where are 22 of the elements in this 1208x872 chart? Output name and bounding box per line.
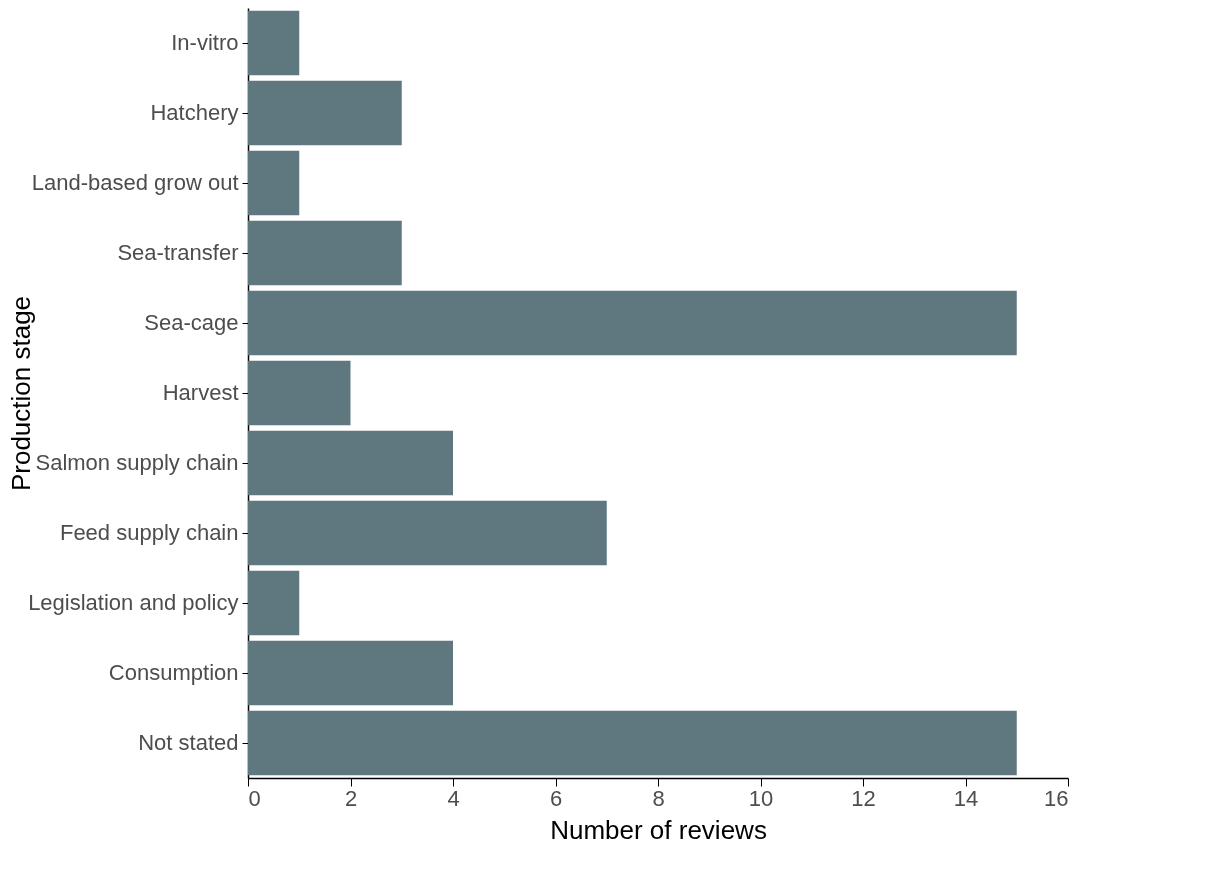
y-tick-label: Sea-transfer	[117, 240, 239, 265]
y-tick-label: Land-based grow out	[31, 170, 239, 195]
x-tick-label: 16	[1044, 785, 1069, 811]
y-tick-label: Consumption	[108, 660, 239, 685]
x-tick-label: 12	[851, 785, 876, 811]
x-tick-label: 0	[248, 785, 261, 811]
x-tick-label: 6	[549, 785, 563, 811]
y-tick-label: Feed supply chain	[59, 520, 239, 545]
y-tick-label: In-vitro	[171, 30, 239, 55]
y-tick-label: Harvest	[162, 380, 239, 405]
y-tick-label: Legislation and policy	[28, 590, 239, 615]
x-tick-label: 4	[447, 785, 460, 811]
x-tick-label: 14	[953, 785, 979, 811]
x-tick-label: 10	[748, 785, 774, 811]
y-tick-label: Salmon supply chain	[35, 450, 239, 475]
y-tick-label: Hatchery	[150, 100, 239, 125]
y-tick-label: Not stated	[138, 730, 239, 755]
x-tick-label: 2	[344, 785, 358, 811]
y-tick-label: Sea-cage	[144, 310, 239, 335]
y-axis-title: Production stage	[5, 295, 36, 492]
x-tick-label: 8	[652, 785, 665, 811]
x-axis-title: Number of reviews	[550, 814, 767, 845]
